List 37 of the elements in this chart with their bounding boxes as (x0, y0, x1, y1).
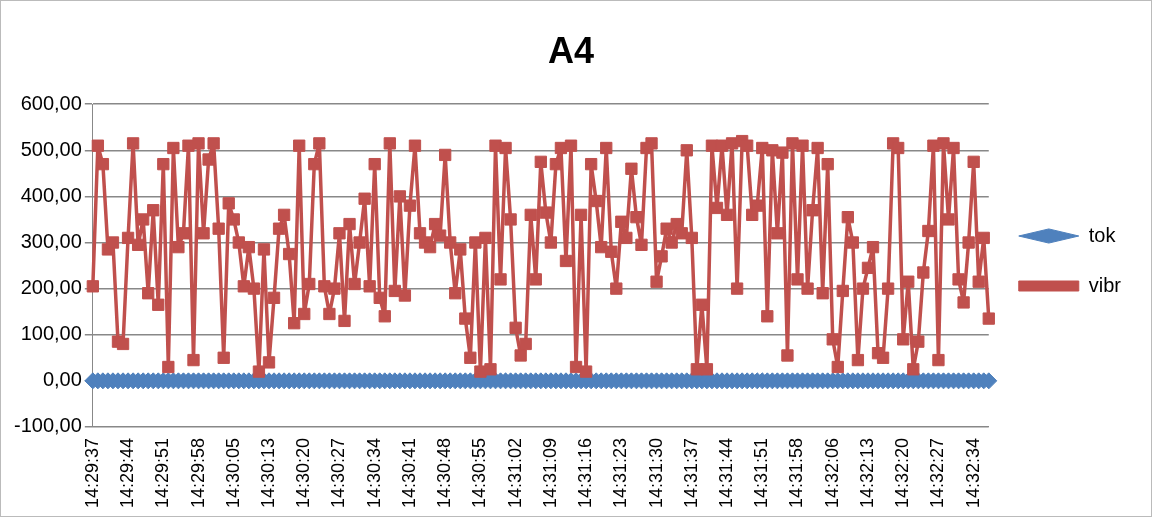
x-tick-label: 14:31:37 (680, 437, 701, 509)
y-tick-label: -100,00 (13, 414, 82, 437)
x-tick-label: 14:31:23 (610, 437, 631, 509)
x-tick-label: 14:31:51 (751, 437, 772, 509)
x-tick-label: 14:31:44 (716, 437, 737, 509)
x-tick-label: 14:31:58 (786, 437, 807, 509)
x-tick-label: 14:29:58 (187, 437, 208, 509)
y-tick-label: 600,00 (20, 91, 82, 114)
chart-title: A4 (547, 29, 595, 71)
x-tick-label: 14:31:30 (645, 437, 666, 509)
x-tick-label: 14:29:51 (152, 437, 173, 509)
y-tick-label: 100,00 (20, 322, 82, 345)
x-tick-label: 14:32:13 (856, 437, 877, 509)
x-tick-label: 14:29:37 (81, 437, 102, 509)
x-tick-label: 14:30:48 (434, 437, 455, 509)
y-tick-label: 200,00 (20, 276, 82, 299)
x-tick-label: 14:31:16 (575, 437, 596, 509)
x-tick-label: 14:31:09 (539, 437, 560, 509)
x-tick-label: 14:29:44 (117, 437, 138, 509)
y-tick-label: 300,00 (20, 230, 82, 253)
x-tick-label: 14:30:05 (222, 437, 243, 509)
x-tick-label: 14:30:34 (363, 437, 384, 509)
y-tick-label: 500,00 (20, 137, 82, 160)
y-tick-label: 400,00 (20, 183, 82, 206)
x-tick-label: 14:30:41 (398, 437, 419, 509)
x-tick-label: 14:31:02 (504, 437, 525, 509)
y-tick-label: 0,00 (42, 368, 82, 391)
x-tick-label: 14:30:20 (293, 437, 314, 509)
x-tick-label: 14:30:27 (328, 437, 349, 509)
x-tick-label: 14:30:55 (469, 437, 490, 509)
legend-label: vibr (1088, 273, 1122, 296)
x-tick-label: 14:32:27 (927, 437, 948, 509)
x-tick-label: 14:30:13 (257, 437, 278, 509)
x-tick-label: 14:32:06 (821, 437, 842, 509)
x-tick-label: 14:32:34 (962, 437, 983, 509)
x-tick-label: 14:32:20 (892, 437, 913, 509)
legend-label: tok (1088, 223, 1117, 246)
